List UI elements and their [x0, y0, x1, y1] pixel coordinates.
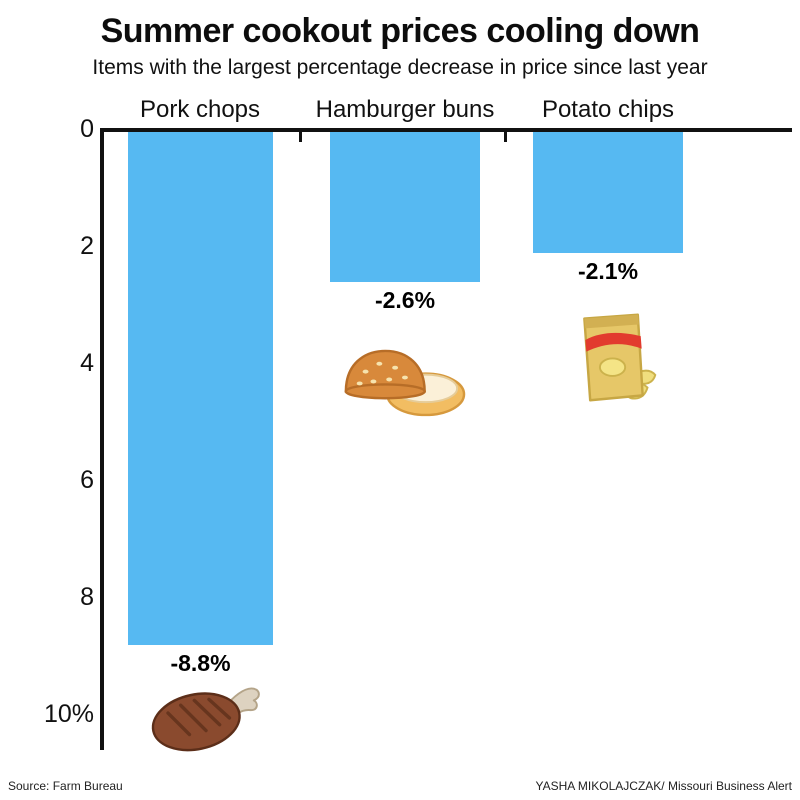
bar-pork-chops — [128, 132, 273, 645]
source-credit: Source: Farm Bureau — [8, 779, 123, 793]
y-axis-line — [100, 128, 104, 750]
y-tick-label: 4 — [80, 349, 94, 377]
value-label-potato-chips: -2.1% — [577, 258, 639, 284]
hamburger-buns-icon — [344, 349, 466, 417]
bar-hamburger-buns — [330, 132, 480, 282]
pork-chop-icon — [151, 687, 260, 752]
value-label-pork-chops: -8.8% — [170, 650, 231, 676]
x-axis-tick — [299, 132, 302, 142]
x-axis-line — [100, 128, 792, 132]
category-label-hamburger-buns: Hamburger buns — [315, 96, 495, 123]
y-tick-label: 6 — [80, 466, 94, 494]
y-tick-label: 2 — [80, 232, 94, 260]
potato-chips-bag-icon — [583, 313, 657, 402]
category-label-pork-chops: Pork chops — [139, 96, 261, 123]
chart-title: Summer cookout prices cooling down — [100, 12, 700, 50]
y-tick-label: 0 — [80, 115, 94, 143]
bar-potato-chips — [533, 132, 683, 253]
x-axis-tick — [504, 132, 507, 142]
chart-subtitle: Items with the largest percentage decrea… — [92, 56, 708, 79]
value-label-hamburger-buns: -2.6% — [374, 287, 436, 313]
y-tick-label: 8 — [80, 583, 94, 611]
author-credit: YASHA MIKOLAJCZAK/ Missouri Business Ale… — [535, 779, 792, 793]
y-tick-label: 10% — [43, 700, 94, 728]
category-label-potato-chips: Potato chips — [541, 96, 675, 123]
